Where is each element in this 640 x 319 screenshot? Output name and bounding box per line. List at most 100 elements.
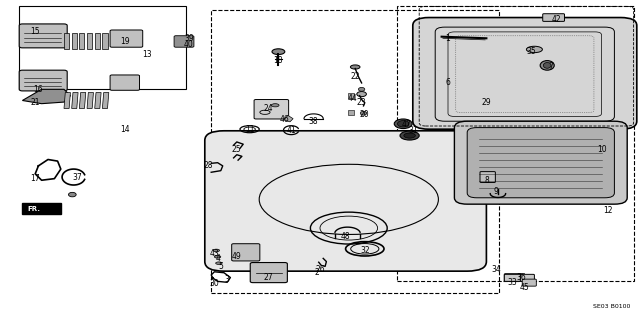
- FancyBboxPatch shape: [254, 100, 289, 119]
- FancyBboxPatch shape: [522, 279, 536, 286]
- Polygon shape: [95, 93, 101, 108]
- Polygon shape: [22, 89, 70, 104]
- Text: 28: 28: [204, 161, 212, 170]
- Ellipse shape: [394, 119, 412, 129]
- Polygon shape: [87, 33, 92, 49]
- Text: 19: 19: [120, 37, 130, 46]
- FancyBboxPatch shape: [480, 172, 495, 182]
- Text: 38: 38: [308, 117, 319, 126]
- Ellipse shape: [400, 131, 419, 140]
- Text: 48: 48: [340, 232, 351, 241]
- Text: 21: 21: [31, 98, 40, 107]
- Polygon shape: [95, 33, 100, 49]
- FancyBboxPatch shape: [467, 128, 614, 198]
- Ellipse shape: [68, 192, 76, 197]
- FancyBboxPatch shape: [413, 18, 637, 129]
- Polygon shape: [22, 203, 61, 214]
- Ellipse shape: [271, 104, 279, 107]
- Polygon shape: [64, 33, 69, 49]
- Text: FR.: FR.: [28, 205, 40, 211]
- FancyBboxPatch shape: [504, 274, 523, 281]
- Text: 18: 18: [274, 56, 283, 65]
- Ellipse shape: [543, 63, 551, 68]
- Text: 20: 20: [360, 110, 370, 119]
- Text: 15: 15: [30, 27, 40, 36]
- Text: 45: 45: [520, 283, 530, 292]
- Text: 25: 25: [232, 145, 242, 154]
- Polygon shape: [348, 93, 354, 98]
- Ellipse shape: [357, 92, 367, 97]
- Text: 49: 49: [232, 252, 242, 261]
- Polygon shape: [64, 93, 70, 108]
- Polygon shape: [72, 93, 78, 108]
- FancyBboxPatch shape: [543, 14, 564, 21]
- Polygon shape: [87, 93, 93, 108]
- FancyBboxPatch shape: [19, 24, 67, 48]
- Ellipse shape: [397, 121, 409, 127]
- FancyBboxPatch shape: [110, 30, 143, 47]
- Text: 16: 16: [33, 85, 44, 94]
- Text: 44: 44: [347, 94, 357, 103]
- Text: SE03 B0100: SE03 B0100: [593, 304, 630, 309]
- Ellipse shape: [272, 49, 285, 55]
- Text: 9: 9: [493, 187, 499, 196]
- Text: 13: 13: [142, 50, 152, 59]
- Text: 3: 3: [225, 275, 230, 284]
- Text: 42: 42: [552, 15, 562, 24]
- Ellipse shape: [540, 61, 554, 70]
- Text: 40: 40: [184, 40, 194, 49]
- Text: 30: 30: [209, 279, 220, 288]
- Polygon shape: [72, 33, 77, 49]
- Text: 37: 37: [72, 173, 82, 182]
- FancyBboxPatch shape: [504, 274, 521, 281]
- Text: 36: 36: [516, 273, 527, 282]
- Text: 47: 47: [401, 120, 412, 129]
- Text: 6: 6: [445, 78, 451, 87]
- Text: 2: 2: [314, 268, 319, 277]
- Text: 24: 24: [264, 104, 274, 113]
- Text: 22: 22: [351, 72, 360, 81]
- FancyBboxPatch shape: [454, 121, 627, 204]
- Text: 32: 32: [360, 246, 370, 255]
- Polygon shape: [102, 93, 109, 108]
- Ellipse shape: [214, 256, 221, 258]
- Text: 7: 7: [548, 63, 553, 71]
- Text: 8: 8: [484, 176, 489, 185]
- Text: 31: 31: [408, 126, 418, 135]
- Text: 26: 26: [315, 265, 325, 274]
- Text: 11: 11: [245, 125, 254, 134]
- Text: 17: 17: [30, 174, 40, 183]
- Text: 29: 29: [481, 98, 492, 107]
- Polygon shape: [79, 33, 84, 49]
- Text: 41: 41: [286, 126, 296, 135]
- Text: 23: 23: [356, 98, 367, 107]
- Text: 33: 33: [507, 278, 517, 287]
- Text: 5: 5: [218, 262, 223, 271]
- Text: 46: 46: [280, 115, 290, 124]
- Polygon shape: [284, 115, 293, 122]
- FancyBboxPatch shape: [520, 274, 534, 281]
- Ellipse shape: [360, 111, 367, 115]
- FancyBboxPatch shape: [205, 131, 486, 271]
- Ellipse shape: [213, 249, 220, 252]
- Text: 27: 27: [264, 273, 274, 282]
- Text: 34: 34: [491, 265, 501, 274]
- Polygon shape: [348, 110, 354, 115]
- Ellipse shape: [404, 133, 415, 138]
- Polygon shape: [102, 33, 108, 49]
- Text: 1: 1: [445, 34, 451, 43]
- Text: 39: 39: [184, 34, 194, 43]
- Text: 43: 43: [209, 249, 220, 258]
- Text: 12: 12: [604, 206, 612, 215]
- Text: 10: 10: [596, 145, 607, 154]
- FancyBboxPatch shape: [110, 75, 140, 90]
- Text: 4: 4: [215, 254, 220, 263]
- Ellipse shape: [526, 46, 543, 53]
- Ellipse shape: [351, 65, 360, 69]
- FancyBboxPatch shape: [232, 244, 260, 261]
- FancyBboxPatch shape: [19, 70, 67, 91]
- Polygon shape: [79, 93, 86, 108]
- Text: 14: 14: [120, 125, 130, 134]
- FancyBboxPatch shape: [250, 263, 287, 283]
- Ellipse shape: [358, 87, 365, 91]
